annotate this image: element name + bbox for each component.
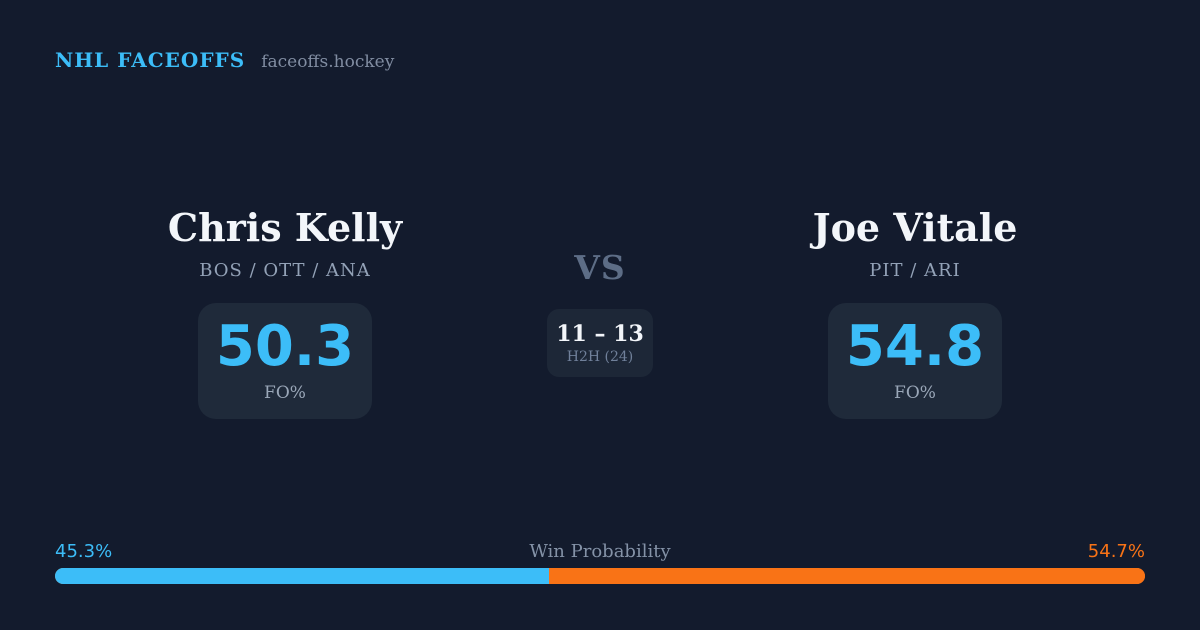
player-left-fo-label: FO% [264, 383, 306, 403]
player-right-name: Joe Vitale [812, 205, 1018, 250]
win-probability-bar-right-segment [548, 568, 1145, 584]
player-right-teams: PIT / ARI [869, 260, 961, 281]
vs-label: VS [574, 248, 626, 287]
player-left-teams: BOS / OTT / ANA [199, 260, 371, 281]
player-left-name: Chris Kelly [167, 205, 403, 250]
player-left-fo-card: 50.3 FO% [198, 303, 372, 419]
player-left-section: Chris Kelly BOS / OTT / ANA 50.3 FO% [105, 203, 465, 419]
player-right-fo-card: 54.8 FO% [828, 303, 1002, 419]
player-right-fo-value: 54.8 [845, 314, 985, 379]
header: NHL FACEOFFS faceoffs.hockey [55, 48, 394, 72]
player-right-section: Joe Vitale PIT / ARI 54.8 FO% [735, 203, 1095, 419]
win-probability-bar [55, 568, 1145, 584]
win-probability-bar-left-segment [55, 568, 549, 584]
brand-site-url: faceoffs.hockey [261, 52, 395, 72]
win-probability-labels: 45.3% Win Probability 54.7% [55, 541, 1145, 562]
h2h-label: H2H (24) [566, 349, 634, 365]
h2h-card: 11 – 13 H2H (24) [547, 309, 653, 377]
player-left-fo-value: 50.3 [215, 314, 355, 379]
win-probability-title: Win Probability [529, 541, 671, 562]
h2h-score: 11 – 13 [556, 321, 644, 347]
win-probability-left-pct: 45.3% [55, 541, 113, 562]
win-probability-right-pct: 54.7% [1087, 541, 1145, 562]
brand-title: NHL FACEOFFS [55, 48, 246, 72]
versus-section: VS 11 – 13 H2H (24) [480, 246, 720, 377]
player-right-fo-label: FO% [894, 383, 936, 403]
